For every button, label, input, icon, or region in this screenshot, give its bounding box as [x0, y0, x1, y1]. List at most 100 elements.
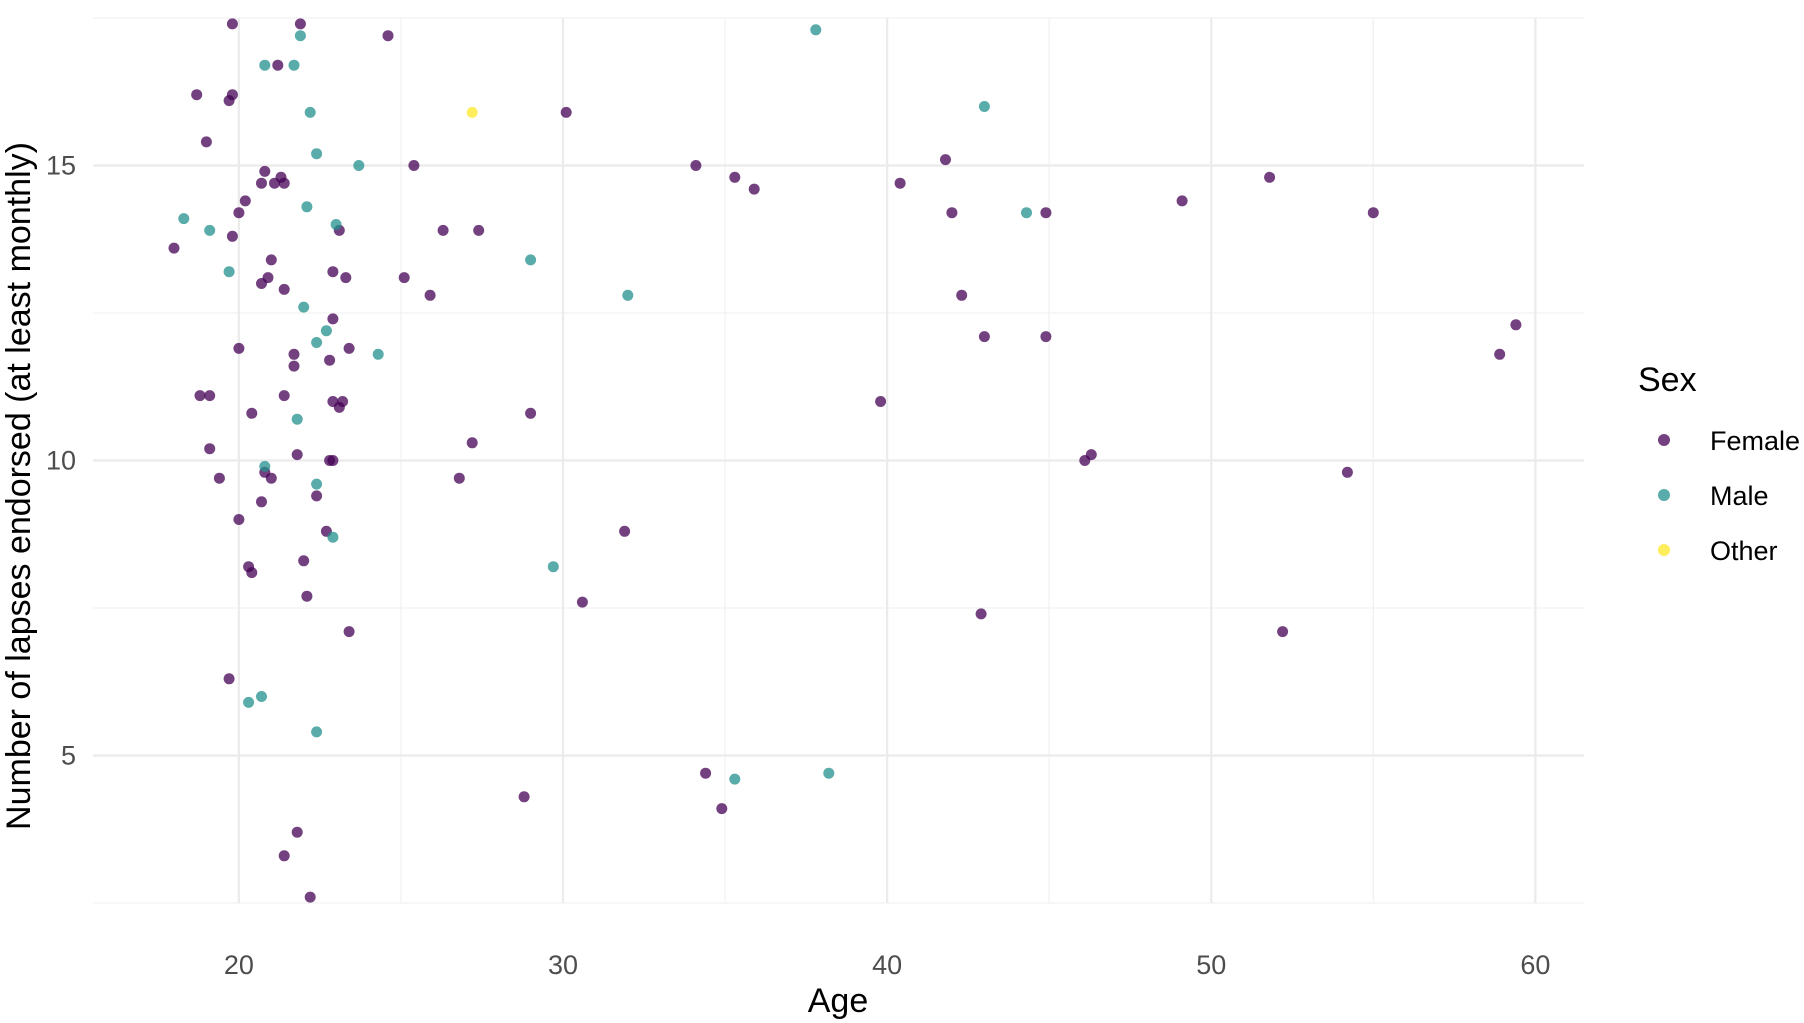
data-point-male: [372, 348, 384, 360]
data-point-female: [223, 95, 235, 107]
y-tick-label: 10: [46, 446, 76, 476]
data-point-male: [622, 289, 634, 301]
x-tick-label: 50: [1196, 950, 1226, 980]
data-point-female: [1264, 171, 1276, 183]
data-point-female: [304, 891, 316, 903]
data-point-female: [233, 342, 245, 354]
data-point-male: [311, 478, 323, 490]
data-point-male: [301, 201, 313, 213]
data-point-male: [1021, 207, 1032, 219]
data-point-male: [243, 696, 255, 708]
data-point-male: [810, 24, 822, 36]
data-point-female: [1176, 195, 1188, 207]
data-point-male: [291, 413, 303, 425]
data-point-female: [265, 254, 277, 266]
data-point-male: [256, 691, 267, 702]
legend-title: Sex: [1638, 361, 1697, 399]
x-tick-label: 60: [1520, 950, 1550, 980]
data-point-female: [700, 767, 712, 779]
x-tick-label: 20: [224, 950, 254, 980]
data-point-female: [226, 230, 238, 242]
data-point-female: [294, 18, 306, 30]
data-point-female: [1494, 348, 1506, 360]
data-point-female: [288, 348, 300, 360]
legend-label-female: Female: [1710, 426, 1800, 456]
data-point-female: [204, 390, 216, 402]
data-point-female: [340, 272, 352, 284]
data-point-female: [298, 555, 310, 567]
data-point-female: [1341, 466, 1353, 478]
data-point-female: [729, 171, 741, 183]
data-point-male: [311, 337, 323, 348]
data-point-female: [278, 850, 290, 862]
data-point-female: [975, 608, 987, 620]
data-point-male: [204, 224, 216, 236]
data-point-female: [525, 407, 537, 419]
y-tick-label: 15: [46, 151, 76, 181]
data-point-female: [748, 183, 760, 195]
data-point-female: [239, 195, 251, 207]
y-axis-title: Number of lapses endorsed (at least mont…: [0, 142, 38, 830]
data-point-female: [576, 596, 588, 608]
x-axis-title: Age: [808, 982, 869, 1020]
data-point-female: [398, 272, 410, 284]
data-point-female: [278, 283, 290, 295]
data-point-male: [298, 301, 310, 313]
data-point-male: [294, 30, 306, 42]
data-point-female: [291, 449, 303, 461]
data-point-female: [223, 673, 235, 685]
data-point-male: [327, 531, 339, 543]
data-point-female: [259, 165, 271, 177]
data-point-male: [259, 59, 271, 71]
legend-key-male: [1658, 489, 1670, 501]
data-point-female: [204, 443, 216, 455]
data-point-other: [466, 106, 478, 118]
data-point-male: [259, 460, 271, 472]
data-point-female: [269, 177, 280, 189]
data-point-male: [525, 254, 537, 266]
data-point-female: [233, 514, 245, 525]
data-point-female: [327, 266, 339, 278]
data-point-female: [894, 177, 906, 189]
data-point-male: [330, 219, 342, 230]
data-point-female: [246, 407, 258, 419]
data-point-female: [256, 177, 267, 189]
data-point-male: [353, 160, 365, 171]
data-point-male: [311, 148, 323, 160]
data-point-female: [453, 472, 465, 484]
data-point-female: [200, 136, 212, 148]
data-point-male: [729, 773, 741, 785]
data-point-female: [940, 154, 951, 166]
data-point-female: [278, 390, 290, 402]
data-point-female: [1510, 319, 1522, 331]
data-point-female: [301, 590, 313, 602]
data-point-female: [256, 496, 267, 508]
data-point-female: [272, 59, 284, 71]
series-other: [466, 106, 478, 118]
data-point-female: [560, 106, 572, 118]
x-tick-label: 30: [548, 950, 578, 980]
data-point-female: [246, 567, 258, 579]
data-point-female: [194, 390, 206, 402]
data-point-female: [1367, 207, 1379, 219]
data-point-male: [978, 101, 990, 112]
data-point-male: [178, 213, 190, 225]
series-male: [178, 24, 1032, 785]
data-point-female: [343, 626, 355, 638]
data-point-male: [547, 561, 559, 573]
data-point-female: [424, 289, 436, 301]
data-point-female: [168, 242, 180, 254]
data-point-female: [311, 490, 323, 502]
data-point-male: [311, 726, 323, 738]
data-point-female: [1277, 626, 1289, 638]
data-point-female: [437, 224, 449, 236]
data-point-female: [518, 791, 530, 803]
data-point-female: [875, 396, 887, 407]
grid-lines: [93, 17, 1584, 904]
data-point-female: [256, 278, 267, 289]
data-point-male: [304, 106, 316, 118]
legend-key-female: [1658, 434, 1670, 446]
data-point-female: [466, 437, 478, 449]
data-point-female: [946, 207, 958, 219]
